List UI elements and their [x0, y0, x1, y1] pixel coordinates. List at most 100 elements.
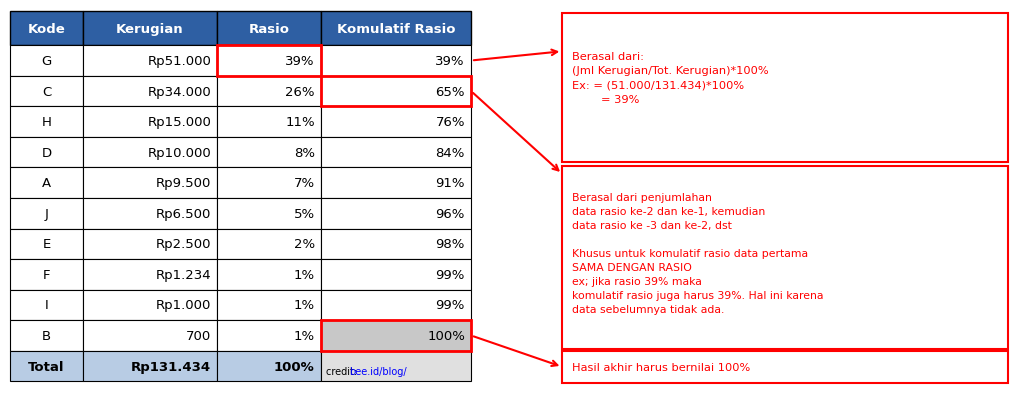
Text: Rasio: Rasio [248, 22, 290, 36]
Text: 39%: 39% [436, 55, 465, 68]
Text: Rp1.234: Rp1.234 [156, 268, 211, 281]
Bar [321, 107, 471, 138]
Bar [321, 259, 471, 290]
Bar [217, 320, 321, 351]
Text: 99%: 99% [436, 299, 465, 312]
Text: credit:: credit: [326, 366, 361, 376]
Text: 1%: 1% [294, 299, 315, 312]
Bar [83, 46, 217, 77]
Text: G: G [42, 55, 52, 68]
Text: 91%: 91% [436, 177, 465, 190]
Text: H: H [42, 116, 52, 129]
Bar [217, 229, 321, 259]
Text: 5%: 5% [294, 207, 315, 220]
Bar [10, 198, 83, 229]
Text: Total: Total [28, 360, 65, 373]
Bar [321, 138, 471, 168]
Bar [217, 107, 321, 138]
Bar [10, 12, 83, 46]
Text: Rp1.000: Rp1.000 [156, 299, 211, 312]
Bar [217, 198, 321, 229]
Bar [10, 107, 83, 138]
Bar [10, 168, 83, 198]
Text: 100%: 100% [275, 360, 315, 373]
Bar [83, 351, 217, 381]
Text: Rp131.434: Rp131.434 [131, 360, 211, 373]
Bar [83, 12, 217, 46]
Text: Berasal dari penjumlahan
data rasio ke-2 dan ke-1, kemudian
data rasio ke -3 dan: Berasal dari penjumlahan data rasio ke-2… [572, 193, 824, 314]
Text: bee.id/blog/: bee.id/blog/ [349, 366, 407, 376]
Text: Rp34.000: Rp34.000 [148, 85, 211, 98]
Bar [10, 290, 83, 320]
Bar [83, 138, 217, 168]
Bar [321, 46, 471, 77]
Text: Rp51.000: Rp51.000 [147, 55, 211, 68]
Text: Komulatif Rasio: Komulatif Rasio [336, 22, 455, 36]
Text: Rp15.000: Rp15.000 [147, 116, 211, 129]
Bar [321, 351, 471, 381]
Text: Kerugian: Kerugian [116, 22, 183, 36]
Text: Rp6.500: Rp6.500 [156, 207, 211, 220]
Bar [321, 290, 471, 320]
Text: 11%: 11% [285, 116, 315, 129]
Bar [10, 259, 83, 290]
Text: 7%: 7% [294, 177, 315, 190]
Text: 1%: 1% [294, 329, 315, 342]
Text: D: D [42, 146, 52, 159]
Text: 99%: 99% [436, 268, 465, 281]
Bar [217, 46, 321, 77]
Text: 100%: 100% [427, 329, 465, 342]
Text: Rp9.500: Rp9.500 [156, 177, 211, 190]
Text: 96%: 96% [436, 207, 465, 220]
Bar [217, 259, 321, 290]
Bar [83, 107, 217, 138]
Bar [10, 138, 83, 168]
Text: C: C [42, 85, 51, 98]
Text: Rp2.500: Rp2.500 [156, 238, 211, 251]
Bar [217, 46, 321, 77]
Text: B: B [42, 329, 51, 342]
Bar [83, 77, 217, 107]
Bar [217, 290, 321, 320]
Text: 39%: 39% [286, 55, 315, 68]
Bar [83, 168, 217, 198]
Text: 2%: 2% [294, 238, 315, 251]
Text: Hasil akhir harus bernilai 100%: Hasil akhir harus bernilai 100% [572, 362, 751, 372]
Text: 65%: 65% [436, 85, 465, 98]
Bar [217, 12, 321, 46]
Text: F: F [43, 268, 50, 281]
Bar [562, 351, 1008, 383]
Bar [83, 320, 217, 351]
Text: 26%: 26% [286, 85, 315, 98]
Bar [217, 77, 321, 107]
Text: Rp10.000: Rp10.000 [148, 146, 211, 159]
Text: J: J [45, 207, 49, 220]
Text: 76%: 76% [436, 116, 465, 129]
Bar [217, 351, 321, 381]
Bar [321, 198, 471, 229]
Bar [10, 77, 83, 107]
Bar [217, 138, 321, 168]
Bar [321, 12, 471, 46]
Text: E: E [43, 238, 51, 251]
Bar [10, 351, 83, 381]
Bar [83, 259, 217, 290]
Bar [321, 229, 471, 259]
Bar [562, 14, 1008, 162]
Text: 1%: 1% [294, 268, 315, 281]
Bar [321, 320, 471, 351]
Text: I: I [45, 299, 49, 312]
Text: A: A [42, 177, 51, 190]
Bar [83, 198, 217, 229]
Bar [83, 290, 217, 320]
Text: Kode: Kode [27, 22, 65, 36]
Text: 8%: 8% [294, 146, 315, 159]
Bar [10, 46, 83, 77]
Bar [321, 77, 471, 107]
Bar [321, 320, 471, 351]
Text: 98%: 98% [436, 238, 465, 251]
Text: 700: 700 [186, 329, 211, 342]
Bar [562, 166, 1008, 349]
Text: Berasal dari:
(Jml Kerugian/Tot. Kerugian)*100%
Ex: = (51.000/131.434)*100%
    : Berasal dari: (Jml Kerugian/Tot. Kerugia… [572, 52, 769, 105]
Bar [321, 168, 471, 198]
